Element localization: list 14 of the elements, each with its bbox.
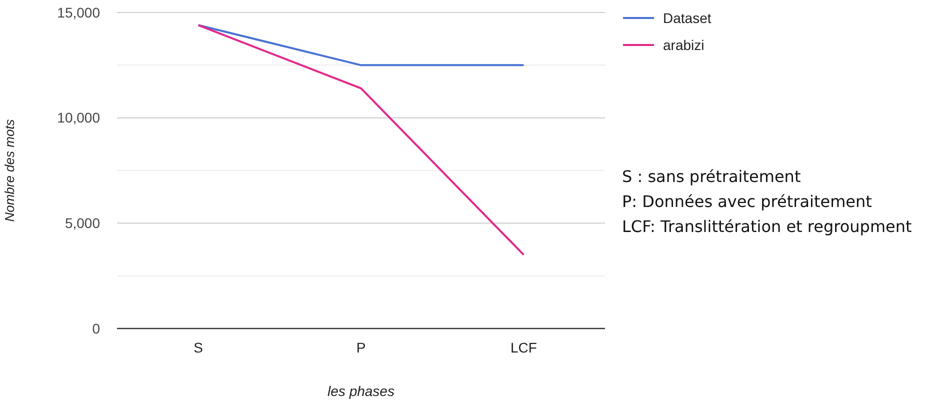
legend-label: Dataset (663, 10, 712, 26)
x-tick-label: LCF (510, 340, 537, 356)
y-tick-label: 5,000 (64, 215, 100, 232)
text: LCF: Translittération et regroupment (622, 217, 912, 236)
x-tick-label: S (194, 340, 204, 356)
y-tick-label: 10,000 (57, 110, 100, 126)
text: P: Données avec prétraitement (622, 192, 872, 211)
y-tick-label: 0 (92, 320, 100, 336)
text: S : sans prétraitement (622, 167, 801, 186)
legend-label: arabizi (663, 36, 704, 53)
x-tick-label: P (356, 340, 366, 356)
y-tick-label: 15,000 (57, 4, 100, 20)
y-axis-title: Nombre des mots (2, 118, 17, 222)
x-axis-title: les phases (328, 383, 394, 399)
